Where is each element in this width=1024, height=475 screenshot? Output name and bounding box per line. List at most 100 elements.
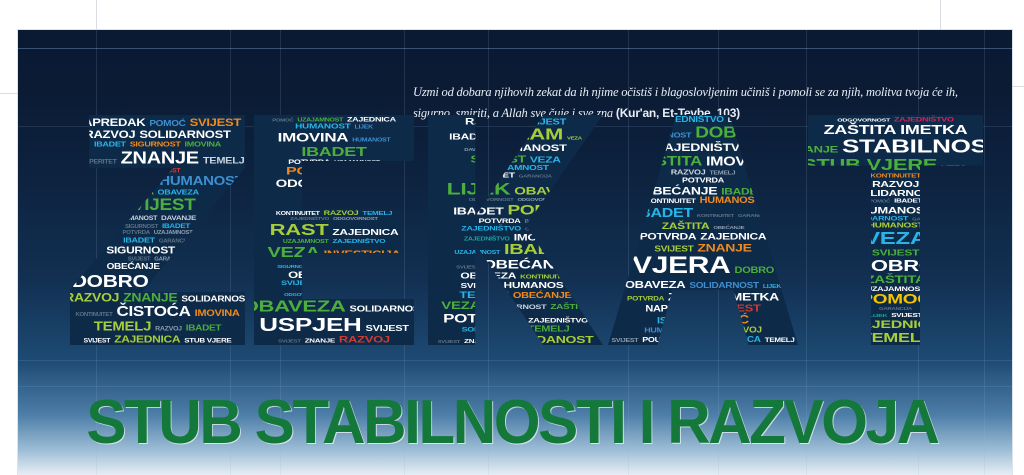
cloud-row: IBADET KONTINUITET GARANCIJA	[608, 207, 798, 221]
cloud-word: TEMELJ	[709, 170, 736, 176]
cloud-word: LIJEK	[354, 125, 374, 131]
cloud-word: NAPREDAK	[645, 304, 706, 314]
cloud-row: UZAJAMNOST	[808, 286, 983, 293]
artwork-panel: Uzmi od dobara njihovih zekat da ih njim…	[18, 30, 1012, 475]
cloud-word: ZAJEDNICA	[851, 318, 940, 331]
cloud-word: IBADET	[301, 144, 367, 159]
cloud-word: GARANCIJA	[737, 213, 771, 219]
cloud-row: RAST ZAJEDNICA	[254, 222, 414, 239]
cloud-word: IBADET	[200, 277, 244, 290]
cloud-word: KONTINUITET	[870, 172, 921, 179]
cloud-row: POTVRDA UZAJAMNOST	[70, 230, 245, 236]
cloud-row: IBADET	[254, 145, 414, 159]
cloud-word: POTVRDA	[682, 175, 724, 184]
letter-k-cloud: RAD SVIJEST SVIJEST IBADET ISLAM VEZA DAVANJE H…	[428, 115, 603, 344]
cloud-word: HUMANOST	[493, 142, 567, 154]
cloud-row: OBEĆANJE IBADET	[608, 185, 798, 197]
cloud-row: IBADET ISLAM VEZA	[428, 126, 603, 144]
cloud-word: DOBRO	[695, 124, 765, 142]
cloud-word: HUMANOST	[699, 196, 761, 206]
cloud-word: ZAJEDNIŠTVO	[320, 279, 387, 288]
cloud-word: OBAVEZA	[288, 269, 349, 281]
cloud-word: RAZVOJ	[670, 167, 706, 176]
cloud-word: SOLIDARNOST	[853, 188, 938, 199]
cloud-word: SOLIDARNOST	[484, 303, 547, 311]
cloud-word: POTVRDA	[627, 294, 665, 302]
cloud-word: ODGOVORNOST	[333, 216, 378, 222]
cloud-word: RAZVOJ	[723, 326, 762, 336]
cloud-word: ČISTOĆA	[116, 303, 191, 320]
cloud-word: ZAŠTITA IMETKA	[823, 122, 968, 138]
cloud-word: ODGOVORNOST	[275, 177, 393, 190]
cloud-word: VEZA	[864, 229, 927, 249]
cloud-word: POUZDANOST	[642, 335, 703, 344]
cloud-word: LIJEK	[446, 179, 511, 199]
cloud-word: HUMANOST	[644, 326, 694, 335]
cloud-row: KONTINUITET HUMANOST	[608, 197, 798, 207]
cloud-word: TEMELJ	[362, 209, 393, 217]
cloud-row: SVIJEST ZAJEDNIŠTVO	[254, 280, 414, 288]
cloud-row: DAVANJE HUMANOST	[428, 143, 603, 153]
cloud-word: ZNANJE	[304, 337, 336, 345]
cloud-word: ZAŠTITA	[865, 273, 926, 286]
cloud-word: HUMANOST	[152, 280, 197, 289]
cloud-word: HUMANOST	[352, 138, 391, 144]
cloud-word: OBEĆANJE	[713, 225, 745, 231]
cloud-word: SIGURNOST	[129, 140, 181, 149]
cloud-word: SVIJEST	[83, 337, 111, 344]
cloud-word: UZAJAMNOST	[153, 230, 193, 236]
cloud-word: STUB VJERE	[184, 336, 232, 344]
cloud-row: IMOVINA HUMANOST	[254, 132, 414, 145]
cloud-word: POMOĆ	[149, 119, 186, 129]
cloud-word: SOLIDARNOST	[181, 294, 245, 305]
cloud-row: SVIJEST	[70, 197, 245, 214]
cloud-word: IMOVINA	[277, 131, 349, 145]
cloud-word: OBAVEZA	[157, 187, 200, 197]
cloud-row: HUMANOST DOBRO	[608, 126, 798, 142]
cloud-word: SVIJEST	[709, 301, 761, 314]
cloud-word: IBADET	[162, 221, 190, 230]
cloud-word: ZNANJE	[123, 290, 178, 305]
cloud-word: IMOVINA	[706, 154, 773, 169]
cloud-row: GARANCIJA	[808, 308, 983, 313]
cloud-row: DOBRO HUMANOST IBADET	[70, 272, 245, 291]
cloud-row: ODGOVORNOST ZAJEDNIŠTVO	[808, 116, 983, 123]
cloud-row: UZAJAMNOST IBADET	[428, 243, 603, 258]
grid-line-v	[230, 30, 231, 475]
cloud-row: RAZVOJ	[808, 180, 983, 189]
cloud-word: INVESTICIJA	[323, 248, 401, 260]
cloud-word: USPJEH	[259, 313, 362, 336]
cloud-word: POMOĆ	[693, 313, 749, 327]
letter-e-cloud: POMOĆ UZAJAMNOST ZAJEDNICA HUMANOST LIJEK IMO…	[254, 115, 414, 344]
cloud-word: VEZA	[267, 244, 320, 261]
cloud-row: VEZA	[808, 230, 983, 248]
cloud-word: KONTINUITET	[275, 211, 320, 217]
cloud-word: RAZVOJ	[70, 290, 120, 305]
cloud-word: RAZVOJ	[84, 127, 136, 141]
cloud-word: ZAŠTITA	[633, 153, 703, 169]
cloud-word: IBADET	[123, 235, 155, 245]
cloud-word: ZAJEDNIŠTVO	[894, 115, 954, 123]
cloud-word: GARANCIJA	[154, 256, 188, 262]
cloud-word: UZAJAMNOST	[482, 163, 549, 172]
cloud-row: SVIJEST HUMANOST	[428, 281, 603, 290]
cloud-word: OBEĆANJE	[512, 291, 572, 301]
cloud-word: SIGURNOST	[277, 264, 311, 270]
cloud-word: ZAJEDNIŠTVO	[655, 140, 751, 154]
cloud-word: DOBRO	[855, 256, 936, 275]
cloud-word: UZAJAMNOST	[282, 239, 329, 245]
cloud-row: VEZA INVESTICIJA	[254, 245, 414, 260]
cloud-word: KONTINUITET	[645, 197, 696, 206]
cloud-word: ZNANJE	[808, 144, 839, 156]
cloud-word: IBADET	[449, 131, 493, 142]
cloud-row: SVIJEST ZNANJE POUZDANOST	[428, 334, 603, 345]
cloud-word: DOBRO	[71, 271, 149, 292]
cloud-word: LIJEK	[868, 313, 888, 319]
cloud-row: POTVRDA	[608, 175, 798, 185]
cloud-word: POTVRDA	[478, 217, 521, 225]
cloud-row: HUMANOST LIJEK	[254, 123, 414, 132]
cloud-row: OBAVEZA SOLIDARNOST LIJEK	[608, 279, 798, 290]
cloud-word: SVIJEST	[522, 117, 566, 127]
cloud-word: ODGOVORNOST	[517, 198, 563, 203]
